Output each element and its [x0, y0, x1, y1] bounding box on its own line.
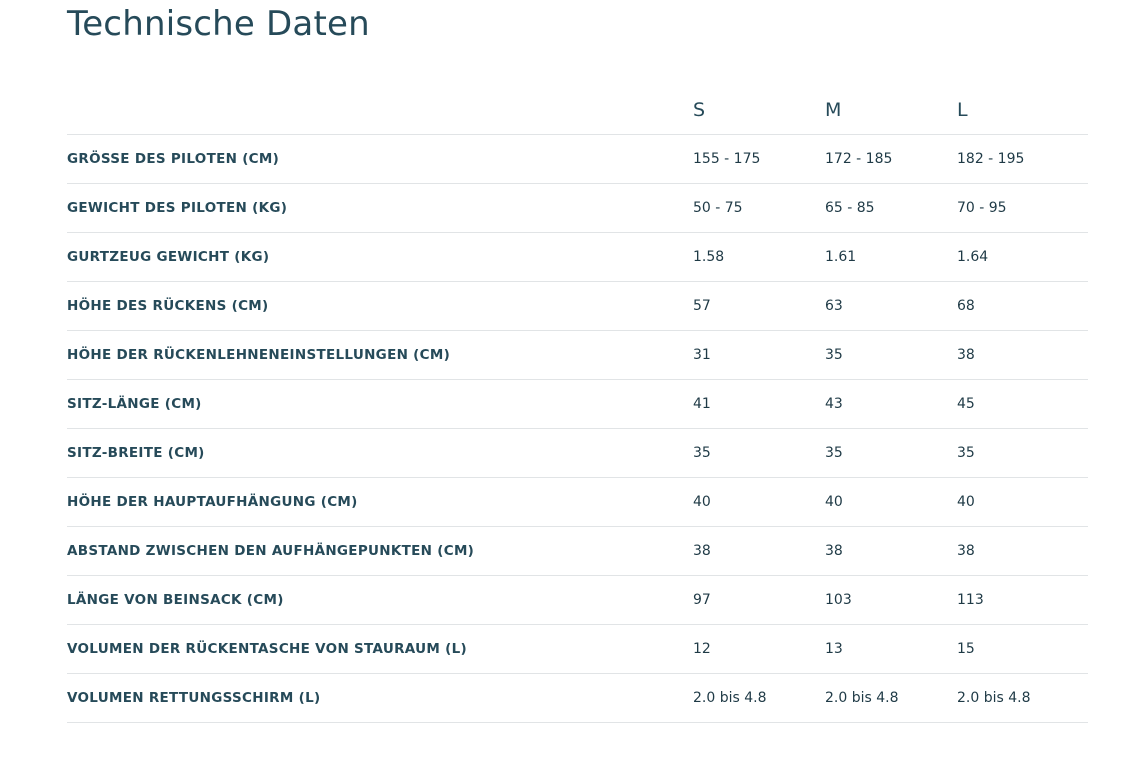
cell-size-s: 50 - 75	[693, 183, 825, 233]
cell-size-l: 2.0 bis 4.8	[957, 673, 1088, 723]
cell-size-m: 35	[825, 428, 957, 478]
row-label: VOLUMEN RETTUNGSSCHIRM (L)	[67, 673, 693, 723]
cell-size-s: 35	[693, 428, 825, 478]
table-row: HÖHE DER HAUPTAUFHÄNGUNG (CM) 40 40 40	[67, 477, 1088, 527]
cell-size-l: 38	[957, 330, 1088, 380]
cell-size-s: 41	[693, 379, 825, 429]
cell-size-s: 1.58	[693, 232, 825, 282]
table-row: GRÖSSE DES PILOTEN (CM) 155 - 175 172 - …	[67, 134, 1088, 184]
row-label: HÖHE DER RÜCKENLEHNENEINSTELLUNGEN (CM)	[67, 330, 693, 380]
table-row: VOLUMEN DER RÜCKENTASCHE VON STAURAUM (L…	[67, 624, 1088, 674]
cell-size-m: 1.61	[825, 232, 957, 282]
cell-size-l: 35	[957, 428, 1088, 478]
cell-size-l: 38	[957, 526, 1088, 576]
header-row: S M L	[67, 85, 1088, 135]
cell-size-m: 63	[825, 281, 957, 331]
cell-size-s: 2.0 bis 4.8	[693, 673, 825, 723]
cell-size-m: 65 - 85	[825, 183, 957, 233]
row-label: GRÖSSE DES PILOTEN (CM)	[67, 134, 693, 184]
cell-size-s: 31	[693, 330, 825, 380]
cell-size-s: 155 - 175	[693, 134, 825, 184]
table-row: HÖHE DES RÜCKENS (CM) 57 63 68	[67, 281, 1088, 331]
cell-size-m: 40	[825, 477, 957, 527]
row-label: LÄNGE VON BEINSACK (CM)	[67, 575, 693, 625]
cell-size-l: 45	[957, 379, 1088, 429]
cell-size-l: 113	[957, 575, 1088, 625]
spec-table-body: GRÖSSE DES PILOTEN (CM) 155 - 175 172 - …	[67, 134, 1088, 723]
spec-table: S M L GRÖSSE DES PILOTEN (CM) 155 - 175 …	[67, 85, 1088, 723]
table-row: GURTZEUG GEWICHT (KG) 1.58 1.61 1.64	[67, 232, 1088, 282]
cell-size-m: 103	[825, 575, 957, 625]
row-label: SITZ-BREITE (CM)	[67, 428, 693, 478]
page-title: Technische Daten	[67, 4, 370, 44]
cell-size-l: 1.64	[957, 232, 1088, 282]
cell-size-m: 2.0 bis 4.8	[825, 673, 957, 723]
cell-size-s: 40	[693, 477, 825, 527]
table-row: HÖHE DER RÜCKENLEHNENEINSTELLUNGEN (CM) …	[67, 330, 1088, 380]
row-label: VOLUMEN DER RÜCKENTASCHE VON STAURAUM (L…	[67, 624, 693, 674]
cell-size-m: 38	[825, 526, 957, 576]
table-row: GEWICHT DES PILOTEN (KG) 50 - 75 65 - 85…	[67, 183, 1088, 233]
cell-size-m: 172 - 185	[825, 134, 957, 184]
row-label: GEWICHT DES PILOTEN (KG)	[67, 183, 693, 233]
table-row: SITZ-LÄNGE (CM) 41 43 45	[67, 379, 1088, 429]
row-label: ABSTAND ZWISCHEN DEN AUFHÄNGEPUNKTEN (CM…	[67, 526, 693, 576]
cell-size-m: 43	[825, 379, 957, 429]
row-label: HÖHE DES RÜCKENS (CM)	[67, 281, 693, 331]
table-row: ABSTAND ZWISCHEN DEN AUFHÄNGEPUNKTEN (CM…	[67, 526, 1088, 576]
cell-size-l: 182 - 195	[957, 134, 1088, 184]
cell-size-s: 97	[693, 575, 825, 625]
cell-size-s: 12	[693, 624, 825, 674]
cell-size-l: 70 - 95	[957, 183, 1088, 233]
cell-size-l: 15	[957, 624, 1088, 674]
header-size-l: L	[957, 85, 1088, 135]
cell-size-m: 13	[825, 624, 957, 674]
cell-size-l: 68	[957, 281, 1088, 331]
table-row: VOLUMEN RETTUNGSSCHIRM (L) 2.0 bis 4.8 2…	[67, 673, 1088, 723]
cell-size-l: 40	[957, 477, 1088, 527]
table-row: SITZ-BREITE (CM) 35 35 35	[67, 428, 1088, 478]
row-label: HÖHE DER HAUPTAUFHÄNGUNG (CM)	[67, 477, 693, 527]
spec-table-header: S M L	[67, 85, 1088, 135]
cell-size-s: 57	[693, 281, 825, 331]
cell-size-s: 38	[693, 526, 825, 576]
table-row: LÄNGE VON BEINSACK (CM) 97 103 113	[67, 575, 1088, 625]
header-size-s: S	[693, 85, 825, 135]
row-label: SITZ-LÄNGE (CM)	[67, 379, 693, 429]
header-label-cell	[67, 85, 693, 135]
header-size-m: M	[825, 85, 957, 135]
cell-size-m: 35	[825, 330, 957, 380]
row-label: GURTZEUG GEWICHT (KG)	[67, 232, 693, 282]
